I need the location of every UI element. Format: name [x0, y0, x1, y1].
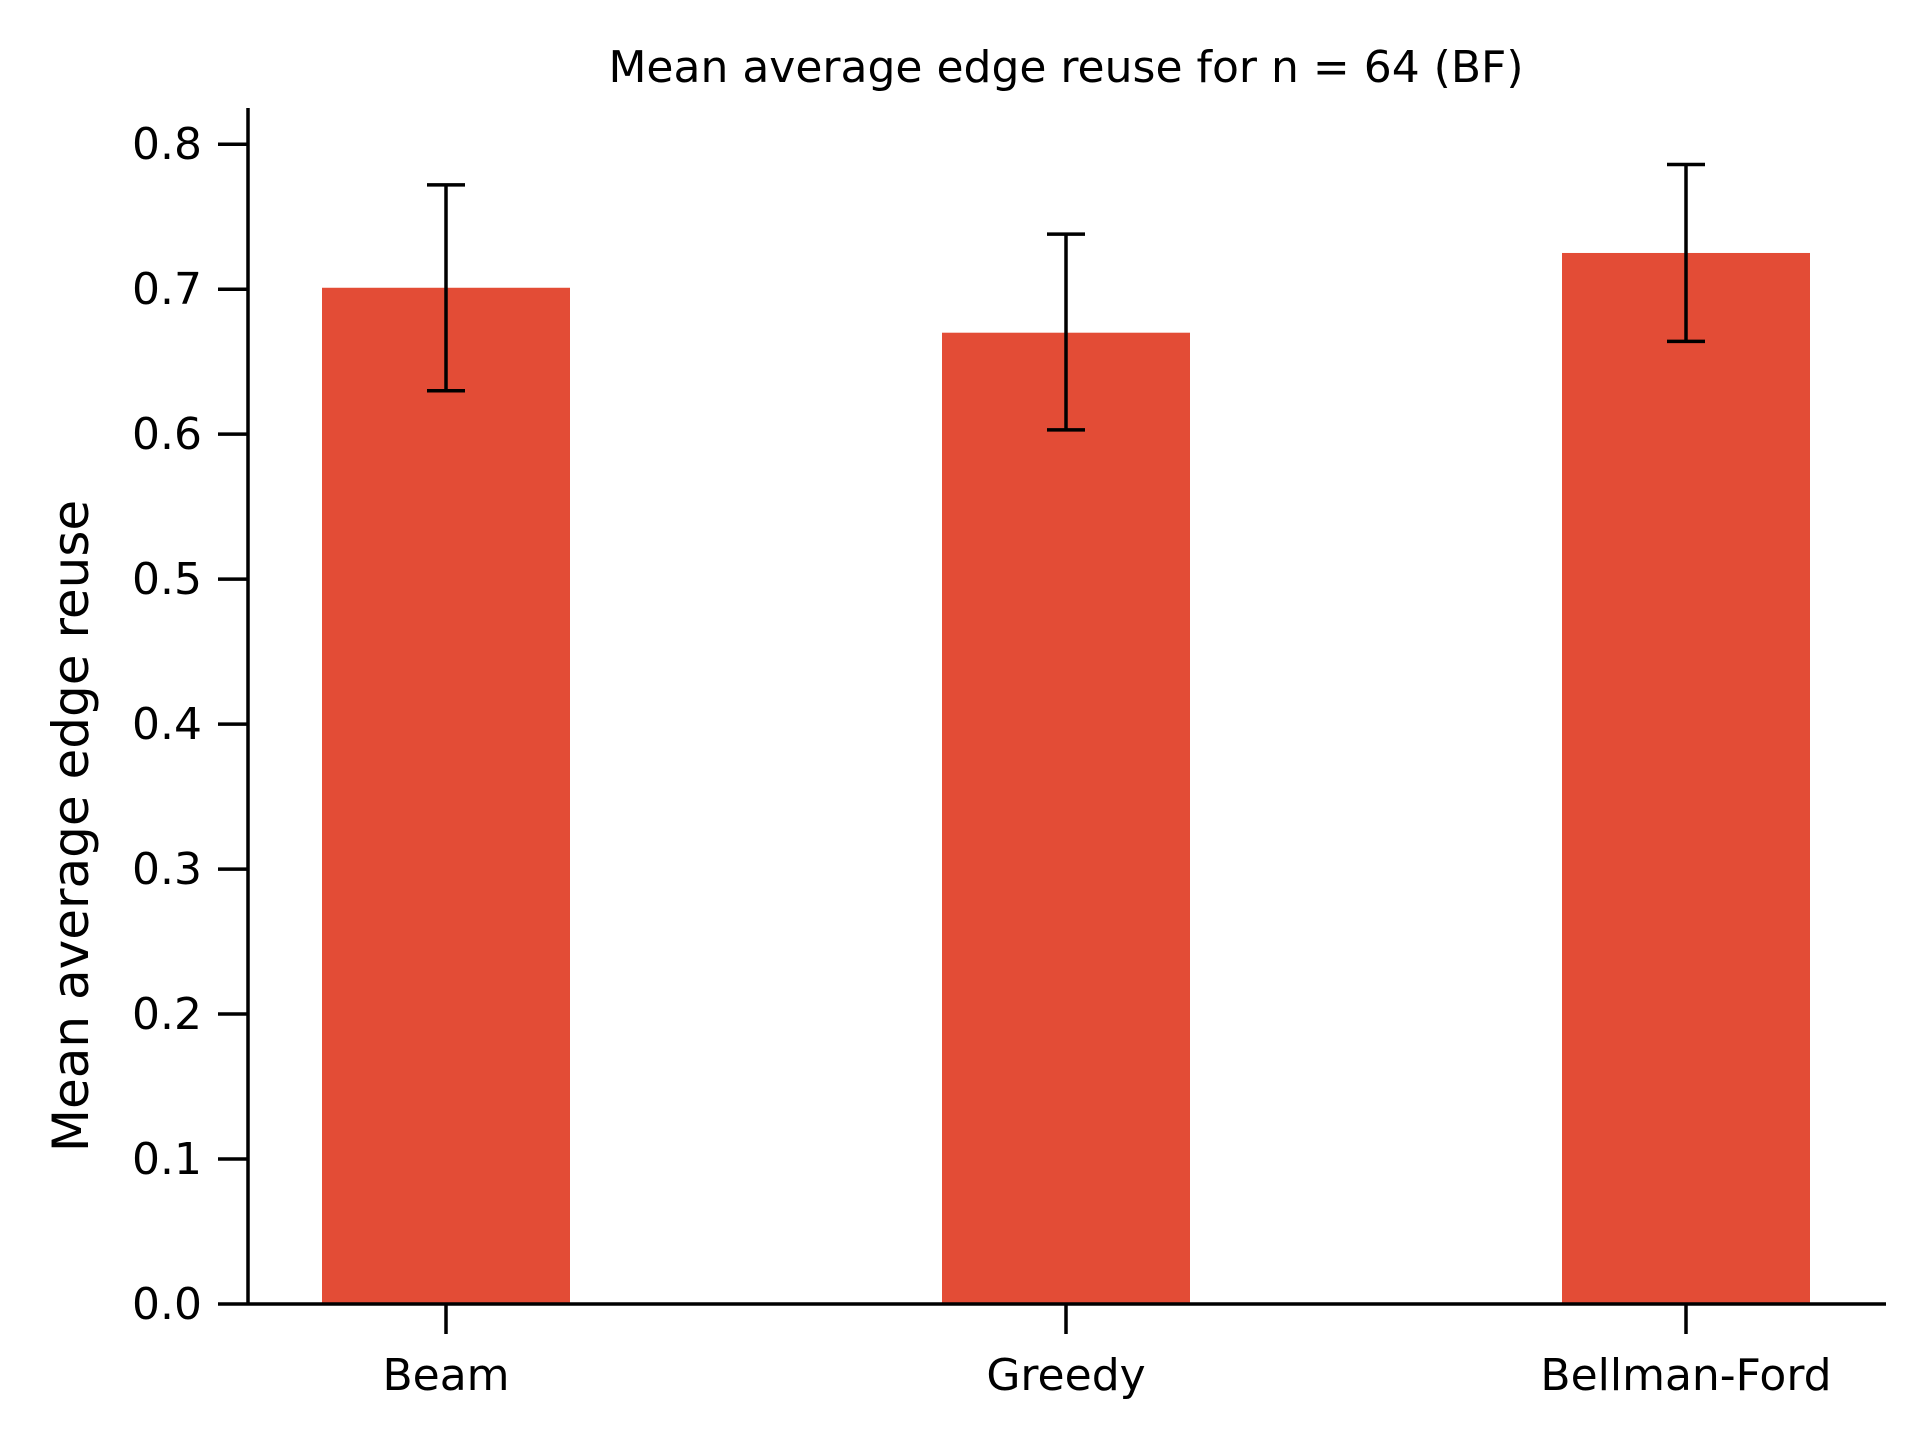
y-axis-label: Mean average edge reuse: [42, 500, 100, 1152]
x-tick-label: Greedy: [986, 1350, 1145, 1401]
chart-title: Mean average edge reuse for n = 64 (BF): [608, 42, 1523, 93]
bar-bellman-ford: [1562, 252, 1810, 1304]
y-tick-label: 0.3: [132, 844, 202, 895]
plot-area: 0.0 0.1 0.2 0.3 0.4 0.5 0.6 0.7 0.8 Beam Greedy Bel…: [132, 108, 1886, 1401]
bar-greedy: [942, 332, 1190, 1305]
bar-beam: [322, 287, 570, 1304]
y-tick-label: 0.1: [132, 1134, 202, 1185]
y-tick-label: 0.2: [132, 989, 202, 1040]
x-tick-label: Beam: [382, 1350, 509, 1401]
y-tick-label: 0.7: [132, 264, 202, 315]
x-tick-label: Bellman-Ford: [1540, 1350, 1831, 1401]
y-tick-label: 0.0: [132, 1279, 202, 1330]
y-tick-label: 0.5: [132, 554, 202, 605]
y-tick-label: 0.4: [132, 699, 202, 750]
y-tick-label: 0.6: [132, 409, 202, 460]
y-tick-label: 0.8: [132, 119, 202, 170]
